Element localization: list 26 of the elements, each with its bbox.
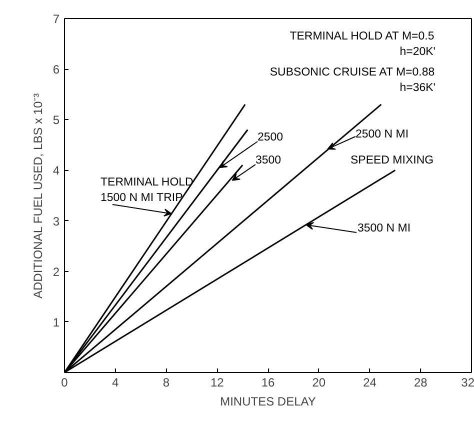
annotation: 3500: [256, 154, 282, 166]
x-tick-label: 16: [261, 376, 275, 390]
x-axis-title: MINUTES DELAY: [220, 394, 316, 408]
x-tick-label: 0: [61, 376, 68, 390]
x-tick-label: 32: [461, 376, 474, 390]
y-tick-label: 7: [52, 12, 60, 26]
y-axis-title: ADDITIONAL FUEL USED, LBS x 10⁻³: [30, 93, 45, 299]
x-tick-label: 8: [162, 376, 170, 390]
x-tick-label: 24: [363, 376, 377, 390]
x-tick-label: 28: [414, 376, 428, 390]
annotation: TERMINAL HOLD AT M=0.5 h=20K': [290, 30, 436, 58]
annotation: 2500 N MI: [356, 128, 409, 140]
annotation: SPEED MIXING: [350, 154, 434, 166]
annotation: 3500 N MI: [358, 222, 411, 234]
y-tick-label: 4: [52, 164, 60, 178]
y-tick-label: 2: [52, 264, 60, 279]
annotation: 2500: [258, 132, 284, 144]
y-tick-label: 5: [52, 113, 60, 128]
annotation: SUBSONIC CRUISE AT M=0.88 h=36K': [270, 66, 436, 94]
y-tick-label: 1: [52, 315, 60, 330]
x-tick-label: 4: [112, 376, 120, 390]
y-tick-label: 3: [52, 214, 60, 228]
y-tick-label: 6: [52, 62, 60, 77]
x-tick-label: 12: [210, 376, 224, 390]
x-tick-label: 20: [312, 376, 326, 390]
annotation: TERMINAL HOLD 1500 N MI TRIP: [100, 176, 194, 204]
